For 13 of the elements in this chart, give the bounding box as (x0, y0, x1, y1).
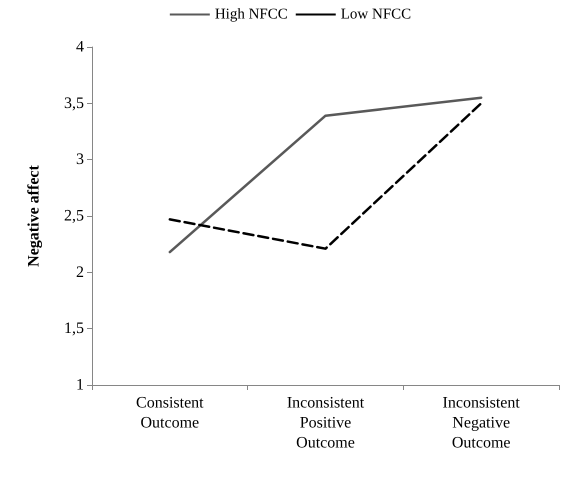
y-tick-label: 3,5 (64, 94, 84, 112)
y-tick-label: 1,5 (64, 320, 84, 338)
x-tick-label: Consistent Outcome (136, 394, 204, 432)
legend-label: High NFCC (214, 6, 288, 22)
x-tick-label: Inconsistent Positive Outcome (286, 394, 365, 452)
legend-label: Low NFCC (340, 6, 412, 22)
y-tick-label: 3 (76, 151, 84, 168)
y-tick-label: 2,5 (64, 208, 84, 224)
y-tick-label: 4 (76, 38, 84, 56)
y-tick-label: 1 (76, 376, 84, 394)
y-axis-title: Negative affect (26, 164, 42, 267)
y-tick-label: 2 (76, 264, 84, 281)
x-tick-label: Inconsistent Negative Outcome (442, 394, 520, 452)
